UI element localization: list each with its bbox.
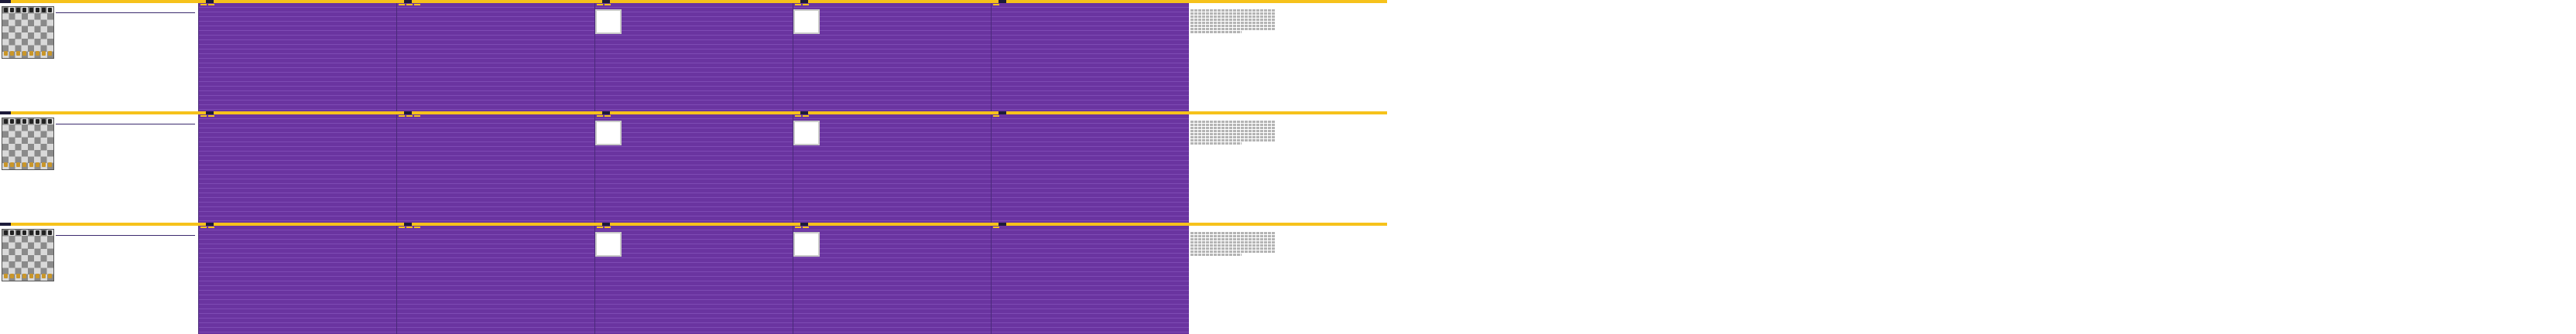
tab-button[interactable] [404, 0, 412, 3]
logo-icon[interactable] [0, 111, 11, 114]
piece-icon[interactable] [48, 51, 53, 56]
purple-column[interactable] [793, 226, 992, 334]
piece-icon[interactable] [48, 8, 53, 12]
band-1 [0, 0, 2576, 111]
purple-column[interactable] [991, 114, 1190, 223]
band-2 [0, 111, 2576, 223]
logo-icon[interactable] [0, 223, 11, 226]
tab-button[interactable] [602, 111, 610, 114]
game-meta [56, 8, 195, 13]
purple-column[interactable] [396, 226, 595, 334]
band-3 [0, 223, 2576, 334]
divider [56, 235, 195, 236]
purple-column[interactable] [396, 114, 595, 223]
piece-icon[interactable] [29, 8, 33, 12]
tab-button[interactable] [999, 0, 1006, 3]
top-bar [1189, 223, 1387, 226]
tab-button[interactable] [206, 0, 214, 3]
purple-column[interactable] [594, 3, 793, 111]
tab-button[interactable] [999, 111, 1006, 114]
purple-column[interactable] [198, 3, 397, 111]
piece-icon[interactable] [22, 8, 27, 12]
top-bar [0, 111, 1387, 114]
white-card[interactable] [793, 9, 820, 34]
piece-icon[interactable] [3, 51, 8, 56]
right-panel [1189, 0, 1387, 111]
tab-button[interactable] [602, 223, 610, 226]
white-card[interactable] [793, 232, 820, 257]
piece-icon[interactable] [42, 51, 46, 56]
game-meta [56, 119, 195, 124]
logo-icon[interactable] [0, 0, 11, 3]
tab-button[interactable] [404, 223, 412, 226]
card-label [597, 233, 620, 235]
purple-column[interactable] [594, 114, 793, 223]
right-panel [1189, 223, 1387, 334]
left-panel [0, 3, 198, 111]
right-paragraph [1190, 232, 1276, 257]
top-bar [1189, 0, 1387, 3]
purple-column[interactable] [991, 226, 1190, 334]
tab-button[interactable] [800, 0, 808, 3]
top-bar [0, 223, 1387, 226]
divider [56, 12, 195, 13]
piece-icon[interactable] [22, 51, 27, 56]
piece-icon[interactable] [3, 8, 8, 12]
chess-board-icon[interactable] [2, 118, 54, 170]
left-panel [0, 226, 198, 334]
tab-button[interactable] [206, 223, 214, 226]
top-bar [1189, 111, 1387, 114]
purple-column[interactable] [198, 114, 397, 223]
piece-icon[interactable] [9, 51, 14, 56]
piece-icon[interactable] [42, 8, 46, 12]
game-meta [56, 230, 195, 236]
tab-button[interactable] [999, 223, 1006, 226]
piece-icon[interactable] [9, 8, 14, 12]
white-card[interactable] [595, 121, 622, 145]
piece-icon[interactable] [16, 51, 21, 56]
tab-button[interactable] [800, 223, 808, 226]
purple-column[interactable] [793, 3, 992, 111]
tab-button[interactable] [206, 111, 214, 114]
chess-board-icon[interactable] [2, 229, 54, 281]
piece-icon[interactable] [16, 8, 21, 12]
right-paragraph [1190, 9, 1276, 34]
piece-icon[interactable] [35, 51, 39, 56]
right-paragraph [1190, 121, 1276, 145]
purple-column[interactable] [793, 114, 992, 223]
purple-column[interactable] [198, 226, 397, 334]
tab-button[interactable] [800, 111, 808, 114]
piece-icon[interactable] [29, 51, 33, 56]
piece-icon[interactable] [35, 8, 39, 12]
top-bar [0, 0, 1387, 3]
card-label [597, 11, 620, 12]
left-panel [0, 114, 198, 223]
white-card[interactable] [595, 9, 622, 34]
purple-column[interactable] [396, 3, 595, 111]
tab-button[interactable] [404, 111, 412, 114]
tab-button[interactable] [602, 0, 610, 3]
white-card[interactable] [793, 121, 820, 145]
white-card[interactable] [595, 232, 622, 257]
purple-column[interactable] [991, 3, 1190, 111]
purple-column[interactable] [594, 226, 793, 334]
card-label [597, 122, 620, 124]
right-panel [1189, 111, 1387, 223]
chess-board-icon[interactable] [2, 6, 54, 59]
